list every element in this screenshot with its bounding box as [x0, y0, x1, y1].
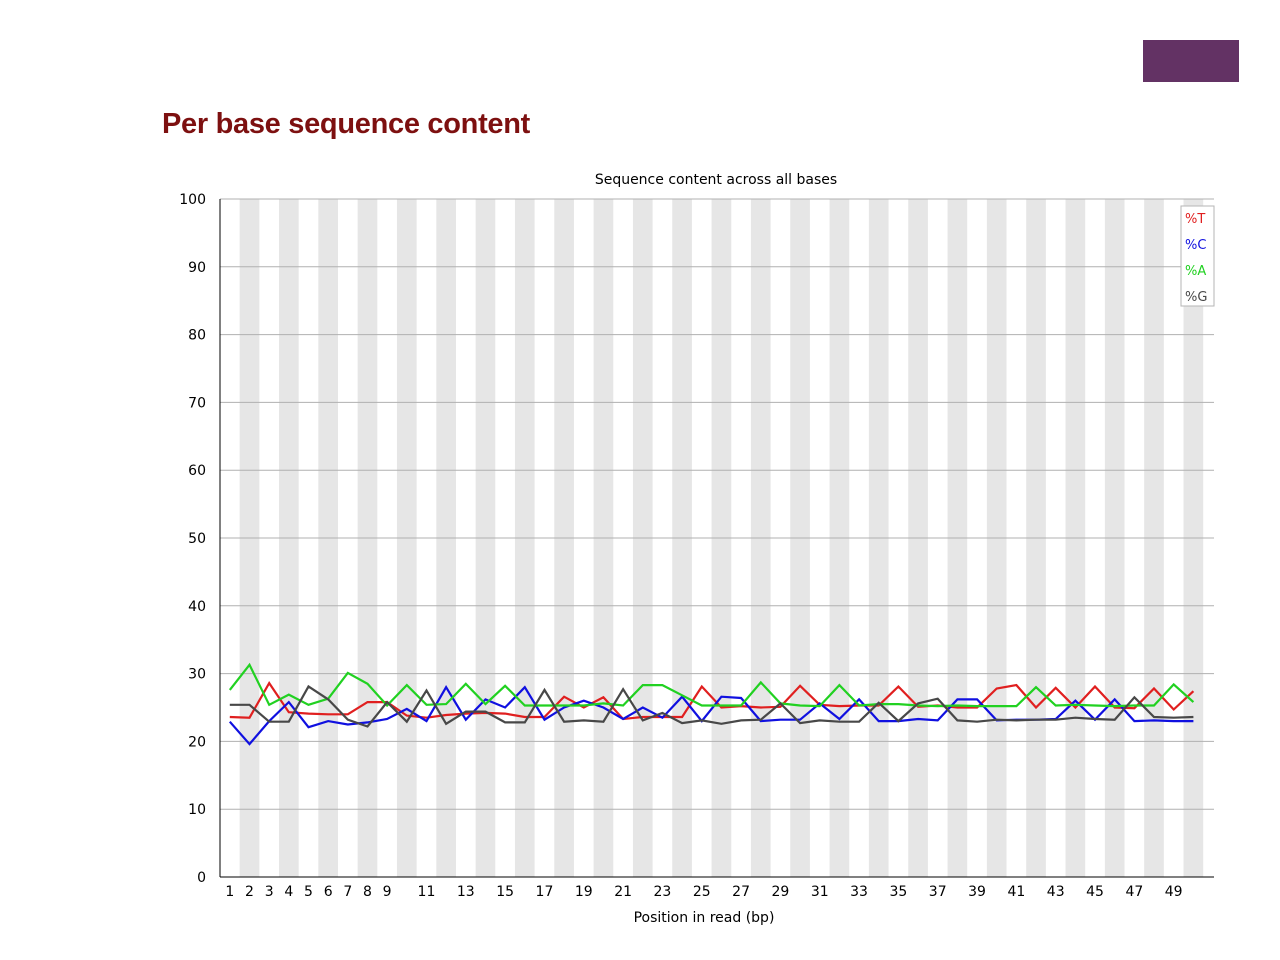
x-tick-label: 45 [1086, 884, 1104, 900]
x-tick-label: 4 [284, 884, 293, 900]
legend-box [1180, 205, 1215, 307]
y-tick-label: 100 [179, 192, 206, 208]
x-tick-label: 25 [693, 884, 711, 900]
y-tick-label: 80 [188, 328, 206, 344]
x-tick-label: 43 [1047, 884, 1065, 900]
y-tick-label: 90 [188, 260, 206, 276]
y-tick-label: 40 [188, 599, 206, 615]
corner-accent-block [1143, 40, 1239, 82]
axes [219, 199, 1214, 878]
x-tick-label: 17 [536, 884, 554, 900]
x-tick-label: 35 [889, 884, 907, 900]
x-tick-label: 37 [929, 884, 947, 900]
y-tick-label: 20 [188, 734, 206, 750]
x-tick-label: 39 [968, 884, 986, 900]
gridlines [220, 198, 1214, 810]
y-tick-label: 0 [197, 870, 206, 886]
y-tick-label: 30 [188, 667, 206, 683]
x-tick-label: 13 [457, 884, 475, 900]
legend-entry: %C [1185, 238, 1206, 253]
x-tick-label: 9 [383, 884, 392, 900]
series-line-pct-g [229, 684, 1194, 728]
x-tick-label: 29 [772, 884, 790, 900]
x-tick-label: 1 [225, 884, 234, 900]
legend-entry: %A [1185, 264, 1206, 279]
legend-entry: %T [1185, 212, 1205, 227]
x-axis-label: Position in read (bp) [634, 910, 775, 926]
x-tick-label: 23 [654, 884, 672, 900]
x-axis-ticks: 1 2 3 4 5 6 7 8 9 11 13 15 17 19 21 23 25 27 29 31 33 35 37 39 4… [225, 884, 1182, 900]
y-tick-label: 10 [188, 802, 206, 818]
x-tick-label: 21 [614, 884, 632, 900]
x-tick-label: 2 [245, 884, 254, 900]
y-tick-label: 60 [188, 463, 206, 479]
x-tick-label: 5 [304, 884, 313, 900]
x-tick-label: 11 [418, 884, 436, 900]
legend: %T %C %A %G [1180, 205, 1215, 307]
x-tick-label: 41 [1007, 884, 1025, 900]
series-line-pct-a [228, 662, 1195, 708]
x-tick-label: 31 [811, 884, 829, 900]
x-tick-label: 47 [1125, 884, 1143, 900]
x-tick-label: 15 [496, 884, 514, 900]
x-tick-label: 27 [732, 884, 750, 900]
y-tick-label: 50 [188, 531, 206, 547]
x-tick-label: 19 [575, 884, 593, 900]
x-tick-label: 3 [265, 884, 274, 900]
x-tick-label: 7 [343, 884, 352, 900]
chart-title: Sequence content across all bases [595, 172, 837, 188]
y-tick-label: 70 [188, 395, 206, 411]
legend-entry: %G [1185, 290, 1207, 305]
series-lines [228, 662, 1195, 746]
x-tick-label: 33 [850, 884, 868, 900]
x-tick-label: 49 [1165, 884, 1183, 900]
slide-title: Per base sequence content [162, 108, 531, 140]
y-axis-ticks: 0 10 20 30 40 50 60 70 80 90 100 [179, 192, 206, 886]
x-tick-label: 6 [324, 884, 333, 900]
x-tick-label: 8 [363, 884, 372, 900]
